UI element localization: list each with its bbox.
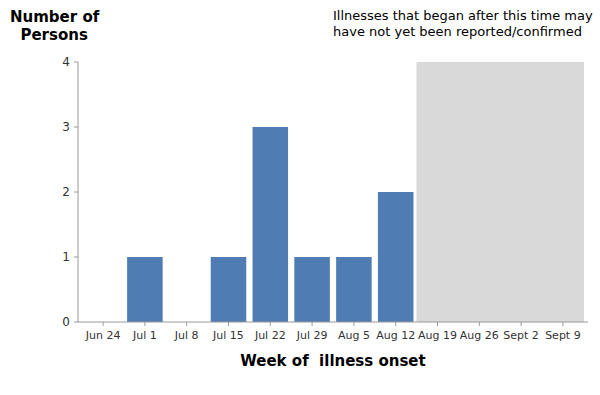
x-tick-label: Jul 1 bbox=[132, 329, 157, 342]
bar bbox=[378, 192, 414, 322]
x-tick bbox=[103, 322, 104, 326]
x-tick-label: Jun 24 bbox=[85, 329, 121, 342]
bar bbox=[127, 257, 163, 322]
y-tick-label: 0 bbox=[62, 315, 70, 329]
x-tick bbox=[144, 322, 145, 326]
bar bbox=[336, 257, 372, 322]
y-tick bbox=[74, 192, 78, 193]
bar bbox=[211, 257, 247, 322]
x-tick-label: Aug 26 bbox=[460, 329, 499, 342]
bars bbox=[127, 127, 413, 322]
x-axis-label: Week of illness onset bbox=[240, 352, 425, 370]
y-axis-label-line: Persons bbox=[10, 26, 88, 44]
x-tick bbox=[353, 322, 354, 326]
x-tick-label: Aug 19 bbox=[418, 329, 457, 342]
x-tick bbox=[395, 322, 396, 326]
annotation-line: have not yet been reported/confirmed bbox=[333, 24, 582, 39]
x-tick-label: Jul 22 bbox=[254, 329, 286, 342]
x-tick-label: Jul 15 bbox=[212, 329, 244, 342]
x-tick-label: Sept 2 bbox=[503, 329, 539, 342]
y-tick-label: 3 bbox=[62, 120, 70, 134]
x-axis-line bbox=[78, 322, 588, 323]
y-tick bbox=[74, 322, 78, 323]
chart: 0 1 2 3 4 Jun 24 Jul 1 Jul 8 Jul 15 Jul 22 Jul 29 A… bbox=[0, 0, 600, 395]
y-axis-label: Number of Persons bbox=[10, 8, 100, 44]
x-tick bbox=[186, 322, 187, 326]
y-tick-label: 1 bbox=[62, 250, 70, 264]
x-tick-label: Aug 12 bbox=[376, 329, 415, 342]
x-tick-label: Aug 5 bbox=[338, 329, 370, 342]
x-tick bbox=[437, 322, 438, 326]
x-tick bbox=[521, 322, 522, 326]
x-tick bbox=[312, 322, 313, 326]
y-tick bbox=[74, 62, 78, 63]
x-tick-label: Jul 29 bbox=[296, 329, 328, 342]
y-tick bbox=[74, 127, 78, 128]
bar bbox=[253, 127, 289, 322]
x-tick-label: Sept 9 bbox=[545, 329, 581, 342]
bar bbox=[294, 257, 330, 322]
y-tick-label: 4 bbox=[62, 55, 70, 69]
shaded-region bbox=[416, 62, 584, 322]
x-tick bbox=[270, 322, 271, 326]
y-axis-label-line: Number of bbox=[10, 8, 100, 26]
y-tick-label: 2 bbox=[62, 185, 70, 199]
annotation: Illnesses that began after this time may… bbox=[333, 8, 593, 39]
x-tick bbox=[228, 322, 229, 326]
x-tick bbox=[562, 322, 563, 326]
x-tick-label: Jul 8 bbox=[174, 329, 199, 342]
x-tick bbox=[479, 322, 480, 326]
y-tick bbox=[74, 257, 78, 258]
annotation-line: Illnesses that began after this time may bbox=[333, 8, 593, 23]
